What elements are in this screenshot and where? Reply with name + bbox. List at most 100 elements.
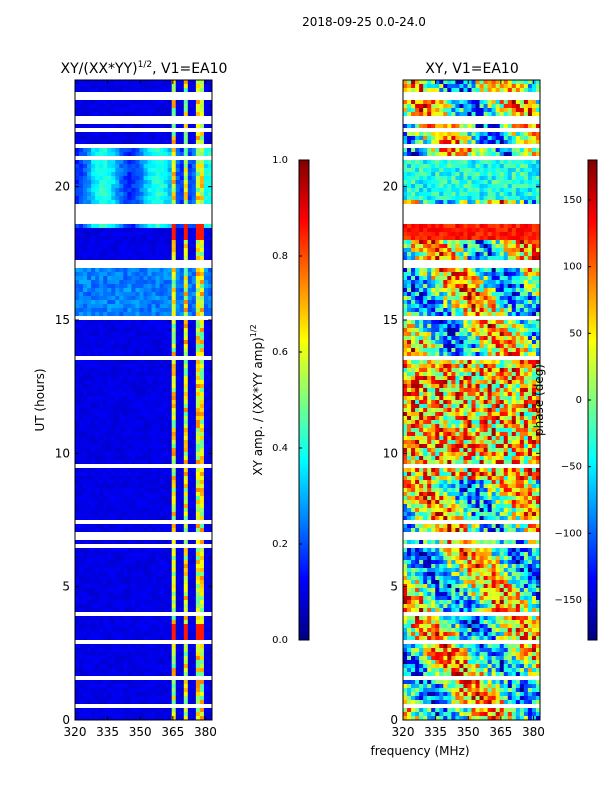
heatmap-cell [195, 564, 201, 569]
heatmap-cell [87, 172, 92, 177]
heatmap-cell [155, 372, 161, 377]
heatmap-cell [115, 80, 120, 85]
heatmap-cell [171, 548, 177, 553]
heatmap-cell [171, 564, 177, 569]
heatmap-cell [155, 360, 161, 365]
heatmap-cell [175, 692, 181, 697]
heatmap-cell [159, 680, 165, 685]
heatmap-cell [127, 244, 132, 249]
heatmap-cell [147, 160, 152, 165]
heatmap-cell [163, 396, 169, 401]
heatmap-cell [179, 372, 185, 377]
heatmap-cell [107, 288, 112, 293]
heatmap-cell [483, 88, 489, 93]
heatmap-cell [111, 224, 116, 229]
heatmap-cell [187, 288, 193, 293]
heatmap-cell [107, 572, 112, 577]
heatmap-cell [147, 224, 152, 229]
heatmap-cell [103, 248, 108, 253]
heatmap-cell [95, 580, 100, 585]
heatmap-cell [83, 360, 88, 365]
heatmap-cell [443, 112, 448, 117]
heatmap-cell [91, 320, 96, 325]
heatmap-cell [127, 400, 132, 405]
heatmap-cell [75, 268, 80, 273]
heatmap-cell [115, 508, 120, 513]
heatmap-cell [83, 164, 88, 169]
heatmap-cell [191, 576, 197, 581]
data-gap-row [75, 144, 212, 149]
heatmap-cell [527, 84, 533, 89]
heatmap-cell [127, 576, 132, 581]
heatmap-cell [175, 112, 181, 117]
heatmap-cell [143, 568, 148, 573]
heatmap-cell [199, 644, 205, 649]
heatmap-cell [179, 664, 185, 669]
heatmap-cell [179, 584, 185, 589]
heatmap-cell [143, 496, 148, 501]
heatmap-cell [435, 100, 440, 105]
heatmap-cell [83, 320, 88, 325]
heatmap-cell [139, 304, 144, 309]
heatmap-cell [103, 608, 108, 613]
heatmap-cell [519, 112, 525, 117]
heatmap-cell [131, 428, 136, 433]
heatmap-cell [159, 164, 165, 169]
heatmap-cell [203, 308, 209, 313]
heatmap-cell [179, 560, 185, 565]
heatmap-cell [471, 80, 476, 85]
heatmap-cell [515, 104, 521, 109]
heatmap-cell [115, 396, 120, 401]
heatmap-cell [187, 596, 193, 601]
heatmap-cell [191, 684, 197, 689]
heatmap-cell [75, 332, 80, 337]
heatmap-cell [151, 632, 156, 637]
heatmap-cell [171, 472, 177, 477]
heatmap-cell [107, 692, 112, 697]
heatmap-cell [143, 164, 148, 169]
heatmap-cell [123, 456, 128, 461]
heatmap-cell [167, 396, 173, 401]
heatmap-cell [103, 600, 108, 605]
heatmap-cell [147, 560, 152, 565]
heatmap-cell [75, 352, 80, 357]
heatmap-cell [107, 460, 112, 465]
heatmap-cell [159, 444, 165, 449]
heatmap-cell [179, 84, 185, 89]
heatmap-cell [195, 256, 201, 261]
heatmap-cell [207, 416, 212, 421]
heatmap-cell [91, 364, 96, 369]
heatmap-cell [179, 688, 185, 693]
heatmap-cell [75, 456, 80, 461]
heatmap-cell [179, 504, 185, 509]
heatmap-cell [207, 656, 212, 661]
heatmap-cell [143, 688, 148, 693]
heatmap-cell [127, 332, 132, 337]
heatmap-cell [131, 420, 136, 425]
heatmap-cell [203, 416, 209, 421]
heatmap-cell [123, 664, 128, 669]
heatmap-cell [535, 112, 540, 117]
heatmap-cell [111, 300, 116, 305]
heatmap-cell [167, 444, 173, 449]
heatmap-cell [107, 336, 112, 341]
heatmap-cell [159, 336, 165, 341]
heatmap-cell [139, 436, 144, 441]
heatmap-cell [499, 88, 505, 93]
heatmap-cell [91, 644, 96, 649]
heatmap-cell [135, 424, 140, 429]
heatmap-cell [151, 548, 156, 553]
heatmap-cell [187, 336, 193, 341]
heatmap-cell [171, 428, 177, 433]
heatmap-cell [115, 292, 120, 297]
heatmap-cell [199, 148, 205, 153]
heatmap-cell [191, 396, 197, 401]
heatmap-cell [195, 528, 201, 533]
heatmap-cell [83, 108, 88, 113]
heatmap-cell [87, 512, 92, 517]
heatmap-cell [191, 384, 197, 389]
heatmap-cell [107, 468, 112, 473]
heatmap-cell [111, 564, 116, 569]
heatmap-cell [151, 512, 156, 517]
heatmap-cell [167, 628, 173, 633]
